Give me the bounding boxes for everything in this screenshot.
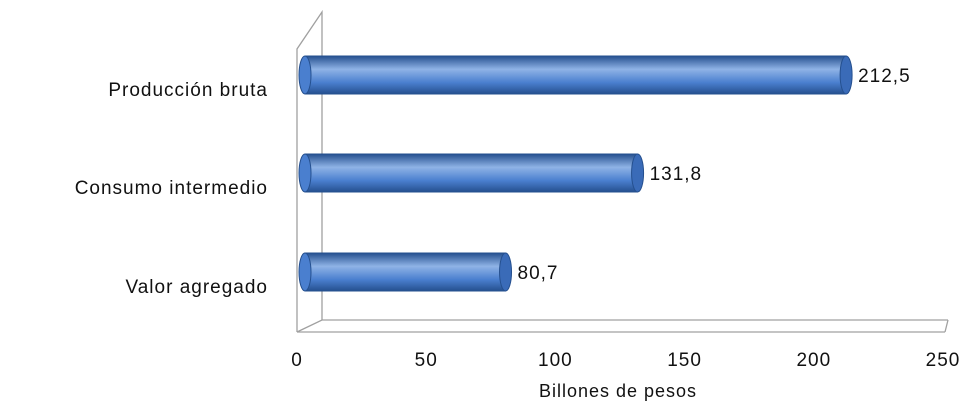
data-label: 131,8	[650, 164, 703, 185]
bar	[298, 55, 853, 95]
bar-body	[304, 153, 639, 193]
bar	[298, 153, 645, 193]
x-tick-label: 50	[415, 350, 438, 371]
x-tick-label: 0	[291, 350, 303, 371]
category-label: Valor agregado	[125, 277, 268, 298]
bar-end-cap	[631, 153, 645, 193]
bar	[298, 252, 513, 292]
data-label: 80,7	[518, 263, 559, 284]
x-tick-label: 250	[926, 350, 961, 371]
bar-start-cap	[298, 252, 312, 292]
x-tick-label: 150	[667, 350, 702, 371]
floor-right-edge	[944, 319, 949, 333]
bar-body	[304, 252, 507, 292]
floor-back-edge	[296, 319, 948, 333]
category-label: Producción bruta	[108, 80, 268, 101]
data-label: 212,5	[858, 66, 911, 87]
bars-layer	[298, 55, 853, 292]
bar-start-cap	[298, 153, 312, 193]
bar-end-cap	[839, 55, 853, 95]
x-axis-title: Billones de pesos	[539, 381, 697, 401]
bar-body	[304, 55, 847, 95]
bar-end-cap	[499, 252, 513, 292]
labels-layer: 212,5 Producción bruta 131,8 Consumo interm…	[75, 66, 961, 401]
x-tick-label: 200	[796, 350, 831, 371]
x-tick-label: 100	[538, 350, 573, 371]
category-label: Consumo intermedio	[75, 178, 268, 199]
bar-start-cap	[298, 55, 312, 95]
